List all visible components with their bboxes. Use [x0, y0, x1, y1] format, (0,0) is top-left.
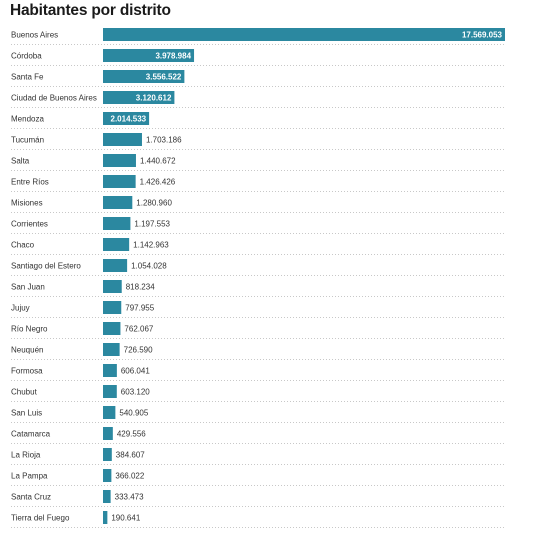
value-label: 2.014.533 — [111, 115, 147, 124]
category-label: San Luis — [11, 409, 42, 418]
value-label: 1.426.426 — [140, 178, 176, 187]
bar — [103, 49, 195, 62]
bar — [103, 259, 128, 272]
category-label: Formosa — [11, 367, 43, 376]
category-label: Neuquén — [11, 346, 43, 355]
category-label: Salta — [11, 157, 30, 166]
value-label: 1.703.186 — [146, 136, 182, 145]
category-label: Santiago del Estero — [11, 262, 81, 271]
bar-row: Jujuy 797.955 — [11, 301, 506, 318]
value-label: 818.234 — [126, 283, 155, 292]
category-label: Entre Ríos — [11, 178, 49, 187]
bar — [103, 70, 185, 83]
bar-row: Formosa 606.041 — [11, 364, 506, 381]
value-label: 1.142.963 — [133, 241, 169, 250]
bar — [103, 322, 121, 335]
bar — [103, 175, 136, 188]
bar-row: Tierra del Fuego 190.641 — [11, 511, 506, 528]
value-label: 540.905 — [119, 409, 148, 418]
bar — [103, 91, 175, 104]
bar — [103, 427, 113, 440]
bar — [103, 196, 133, 209]
category-label: Chaco — [11, 241, 35, 250]
category-label: Jujuy — [11, 304, 30, 313]
category-label: Santa Fe — [11, 73, 44, 82]
category-label: La Pampa — [11, 472, 48, 481]
value-label: 429.556 — [117, 430, 146, 439]
bar-row: Santa Fe 3.556.522 — [11, 70, 506, 87]
value-label: 384.607 — [116, 451, 145, 460]
bar-row: Catamarca 429.556 — [11, 427, 506, 444]
bar — [103, 448, 112, 461]
category-label: Santa Cruz — [11, 493, 51, 502]
bar — [103, 280, 122, 293]
bar — [103, 385, 117, 398]
value-label: 1.440.672 — [140, 157, 176, 166]
bar — [103, 301, 122, 314]
bar — [103, 490, 111, 503]
category-label: Tierra del Fuego — [11, 514, 70, 523]
bar-row: Mendoza 2.014.533 — [11, 112, 506, 129]
bar-row: Corrientes 1.197.553 — [11, 217, 506, 234]
bar-row: Tucumán 1.703.186 — [11, 133, 506, 150]
bar-row: Chubut 603.120 — [11, 385, 506, 402]
bar-row: Santiago del Estero 1.054.028 — [11, 259, 506, 276]
bar — [103, 28, 505, 41]
value-label: 17.569.053 — [462, 31, 503, 40]
value-label: 3.556.522 — [146, 73, 182, 82]
bar-row: Entre Ríos 1.426.426 — [11, 175, 506, 192]
bar — [103, 133, 142, 146]
bar-row: Misiones 1.280.960 — [11, 196, 506, 213]
value-label: 3.120.612 — [136, 94, 172, 103]
bar — [103, 154, 136, 167]
bar — [103, 217, 131, 230]
bar-row: San Juan 818.234 — [11, 280, 506, 297]
value-label: 1.280.960 — [136, 199, 172, 208]
value-label: 606.041 — [121, 367, 150, 376]
value-label: 333.473 — [115, 493, 144, 502]
bar — [103, 469, 112, 482]
bar — [103, 364, 117, 377]
category-label: Catamarca — [11, 430, 51, 439]
value-label: 726.590 — [124, 346, 153, 355]
bar-row: La Rioja 384.607 — [11, 448, 506, 465]
bar — [103, 238, 130, 251]
bar-row: Salta 1.440.672 — [11, 154, 506, 171]
category-label: Tucumán — [11, 136, 44, 145]
category-label: Mendoza — [11, 115, 44, 124]
bar — [103, 511, 108, 524]
category-label: Río Negro — [11, 325, 48, 334]
value-label: 762.067 — [124, 325, 153, 334]
category-label: Ciudad de Buenos Aires — [11, 94, 97, 103]
value-label: 190.641 — [111, 514, 140, 523]
bar — [103, 343, 120, 356]
value-label: 1.054.028 — [131, 262, 167, 271]
value-label: 1.197.553 — [134, 220, 170, 229]
bar-row: Buenos Aires 17.569.053 — [11, 28, 506, 45]
category-label: Córdoba — [11, 52, 42, 61]
chart-title: Habitantes por distrito — [10, 2, 171, 19]
category-label: Chubut — [11, 388, 38, 397]
value-label: 603.120 — [121, 388, 150, 397]
bar — [103, 406, 116, 419]
category-label: La Rioja — [11, 451, 41, 460]
category-label: Buenos Aires — [11, 31, 58, 40]
value-label: 797.955 — [125, 304, 154, 313]
bar-row: Río Negro 762.067 — [11, 322, 506, 339]
bar-row: La Pampa 366.022 — [11, 469, 506, 486]
bar-row: Chaco 1.142.963 — [11, 238, 506, 255]
category-label: San Juan — [11, 283, 45, 292]
bar-row: Neuquén 726.590 — [11, 343, 506, 360]
category-label: Misiones — [11, 199, 43, 208]
value-label: 3.978.984 — [155, 52, 191, 61]
bar-row: Córdoba 3.978.984 — [11, 49, 506, 66]
value-label: 366.022 — [115, 472, 144, 481]
bar-row: San Luis 540.905 — [11, 406, 506, 423]
bar — [103, 112, 150, 125]
category-label: Corrientes — [11, 220, 48, 229]
bar-row: Santa Cruz 333.473 — [11, 490, 506, 507]
bar-row: Ciudad de Buenos Aires 3.120.612 — [11, 91, 506, 108]
